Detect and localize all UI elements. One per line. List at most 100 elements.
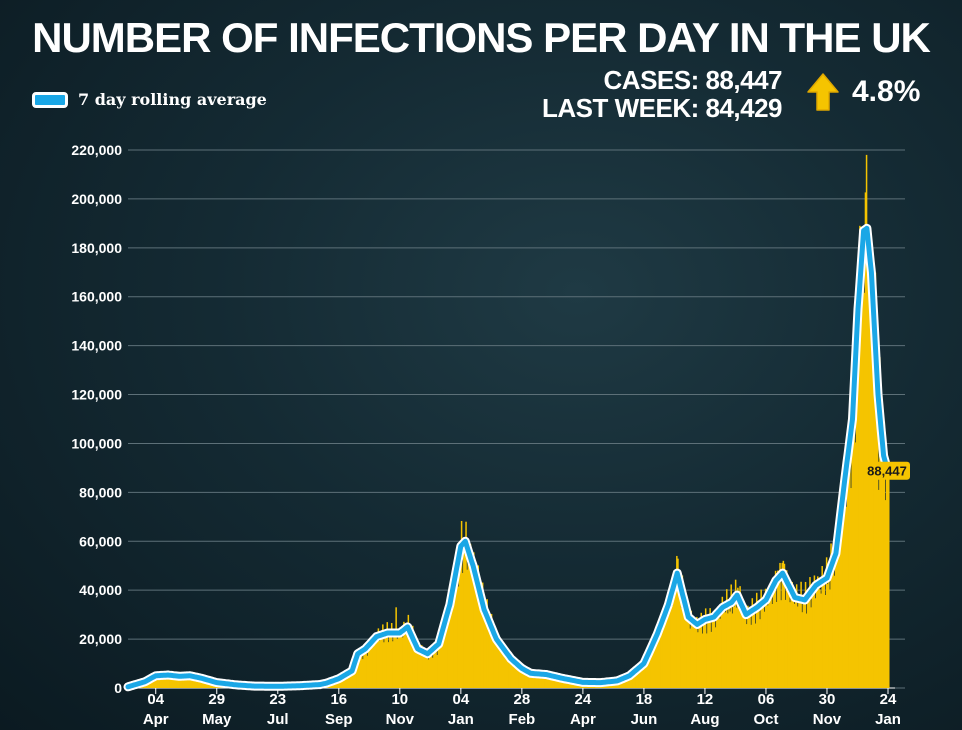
cases-label: CASES: 88,447 (603, 65, 783, 95)
daily-bar (672, 582, 675, 688)
daily-bar (336, 681, 339, 688)
daily-bar (734, 579, 737, 688)
daily-bar (439, 637, 442, 688)
daily-bar (464, 543, 466, 688)
daily-bar (733, 606, 736, 688)
daily-bar (762, 604, 765, 688)
daily-bar (699, 621, 701, 688)
daily-bar (788, 579, 790, 688)
daily-bar (824, 595, 827, 688)
daily-bar (740, 609, 742, 688)
daily-bar (693, 627, 696, 688)
daily-bar (731, 613, 734, 688)
daily-bar (503, 643, 505, 688)
y-tick-label: 200,000 (71, 191, 122, 207)
y-tick-label: 160,000 (71, 289, 122, 305)
daily-bar (720, 612, 722, 688)
daily-bar (636, 673, 638, 688)
daily-bar (408, 632, 411, 688)
y-tick-label: 180,000 (71, 240, 122, 256)
daily-bar (730, 584, 732, 688)
daily-bar (196, 679, 199, 688)
daily-bar (704, 608, 707, 688)
daily-bar (564, 678, 566, 688)
daily-bar (517, 664, 519, 688)
daily-bar (666, 614, 668, 688)
daily-bar (811, 592, 813, 688)
daily-bar (795, 584, 798, 688)
daily-bar (628, 676, 630, 688)
daily-bar (751, 598, 754, 688)
daily-bar (548, 675, 551, 688)
daily-bar (808, 598, 810, 688)
daily-bar (739, 586, 741, 688)
daily-bar (440, 645, 443, 688)
daily-bar (875, 415, 878, 688)
daily-bar (550, 676, 553, 688)
daily-bar (376, 636, 379, 688)
daily-bar (861, 248, 863, 688)
daily-bar (561, 679, 564, 688)
daily-bar (402, 637, 404, 688)
daily-bar (760, 589, 762, 688)
daily-bar (667, 613, 669, 688)
daily-bar (406, 636, 408, 688)
daily-bar (732, 600, 735, 688)
daily-bar (170, 675, 172, 688)
daily-bar (436, 655, 438, 688)
daily-bar (742, 604, 745, 688)
daily-bar (459, 555, 462, 688)
daily-bar (468, 545, 471, 688)
daily-bar (344, 675, 346, 688)
daily-bar (522, 671, 525, 688)
daily-bar (814, 598, 817, 688)
daily-bar (854, 442, 857, 688)
daily-bar (500, 644, 503, 688)
daily-bar (623, 678, 626, 688)
daily-bar (714, 627, 717, 688)
daily-bar (172, 673, 174, 688)
daily-bar (542, 673, 545, 688)
daily-bar (155, 675, 158, 688)
daily-bar (359, 652, 362, 688)
daily-bar (658, 631, 660, 688)
daily-bar (385, 636, 387, 688)
daily-bar (456, 549, 458, 688)
daily-bar (510, 664, 513, 688)
daily-bar (165, 674, 168, 688)
daily-bar (201, 679, 203, 688)
daily-bar (807, 595, 809, 688)
daily-bar (701, 633, 704, 688)
daily-bar (790, 583, 792, 688)
daily-bar (469, 543, 472, 688)
daily-bar (816, 576, 819, 688)
daily-bar (688, 616, 690, 688)
daily-bar (485, 620, 487, 688)
daily-bar (157, 677, 160, 688)
daily-bar (716, 613, 718, 688)
daily-bar (505, 649, 507, 688)
daily-bar (721, 596, 724, 688)
daily-bar (674, 576, 677, 688)
daily-bar (466, 569, 468, 688)
daily-bar (200, 678, 202, 688)
daily-bar (775, 601, 778, 688)
daily-bar (474, 568, 476, 688)
daily-bar (718, 610, 720, 688)
daily-bar (393, 633, 395, 688)
daily-bar (348, 674, 351, 688)
daily-bar (487, 625, 489, 688)
daily-bar (483, 613, 485, 688)
daily-bar (530, 671, 533, 688)
daily-bar (383, 642, 385, 688)
daily-bar (646, 660, 648, 688)
daily-bar (191, 674, 193, 688)
daily-bar (662, 621, 665, 688)
x-tick-month: Jun (631, 711, 658, 728)
daily-bar (419, 652, 422, 688)
daily-bar (781, 562, 783, 688)
daily-bar (696, 616, 698, 688)
daily-bar (821, 566, 823, 688)
daily-bar (538, 673, 541, 688)
daily-bar (346, 672, 349, 688)
